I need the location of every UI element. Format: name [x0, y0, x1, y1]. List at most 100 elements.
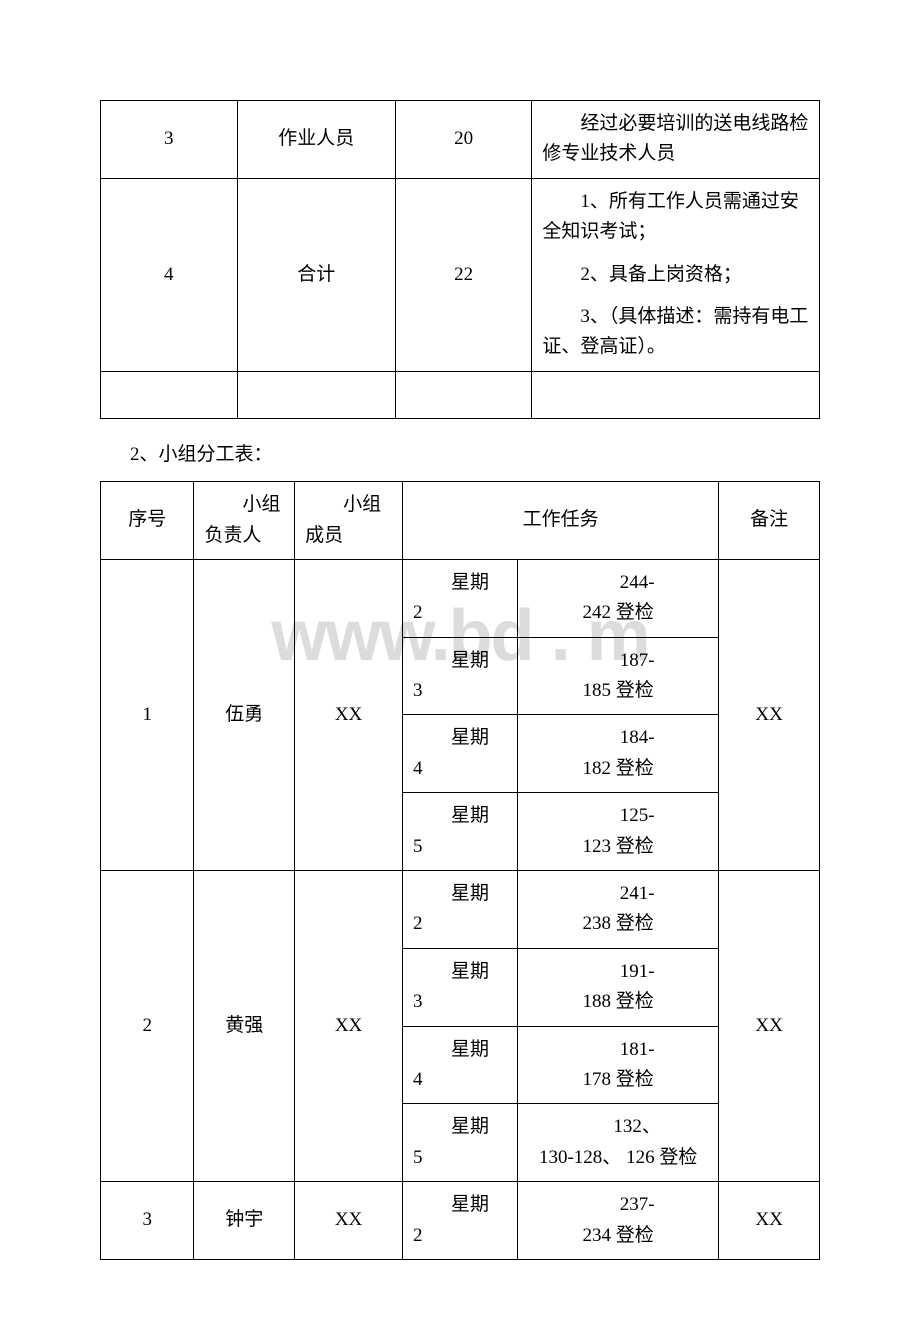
- cell-text: 4: [413, 758, 423, 779]
- cell-text: 3: [413, 991, 423, 1012]
- cell-text: 244-: [528, 568, 708, 598]
- header-member: 小组 成员: [295, 482, 403, 560]
- table-row: 4 合计 22 1、所有工作人员需通过安全知识考试； 2、具备上岗资格； 3、（…: [101, 178, 820, 371]
- note-para: 1、所有工作人员需通过安全知识考试；: [542, 187, 809, 248]
- cell-text: 178 登检: [583, 1069, 654, 1090]
- cell-empty: [237, 371, 395, 418]
- cell-note: 经过必要培训的送电线路检修专业技术人员: [532, 101, 820, 179]
- cell-text: 5: [413, 1147, 423, 1168]
- cell-day: 星期 5: [402, 793, 517, 871]
- cell-detail: 237- 234 登检: [518, 1182, 719, 1260]
- cell-text: 星期: [413, 1190, 507, 1220]
- cell-detail: 181- 178 登检: [518, 1026, 719, 1104]
- cell-text: 182 登检: [583, 758, 654, 779]
- cell-text: 星期: [413, 879, 507, 909]
- cell-text: 星期: [413, 568, 507, 598]
- cell-member: XX: [295, 559, 403, 870]
- cell-leader: 黄强: [194, 871, 295, 1182]
- cell-detail: 132、 130-128、 126 登检: [518, 1104, 719, 1182]
- cell-note: XX: [719, 871, 820, 1182]
- cell-member: XX: [295, 871, 403, 1182]
- table-header-row: 序号 小组 负责人 小组 成员 工作任务 备注: [101, 482, 820, 560]
- cell-text: 星期: [413, 957, 507, 987]
- cell-day: 星期 2: [402, 1182, 517, 1260]
- cell-detail: 241- 238 登检: [518, 871, 719, 949]
- cell-empty: [395, 371, 532, 418]
- cell-day: 星期 4: [402, 715, 517, 793]
- cell-text: 125-: [528, 801, 708, 831]
- cell-text: 241-: [528, 879, 708, 909]
- cell-text: 132、: [528, 1112, 708, 1142]
- cell-text: 191-: [528, 957, 708, 987]
- cell-text: 187-: [528, 646, 708, 676]
- cell-count: 20: [395, 101, 532, 179]
- header-text: 成员: [305, 525, 343, 546]
- table-row-empty: [101, 371, 820, 418]
- table-row: 2 黄强 XX 星期 2 241- 238 登检 XX: [101, 871, 820, 949]
- cell-note: 1、所有工作人员需通过安全知识考试； 2、具备上岗资格； 3、（具体描述：需持有…: [532, 178, 820, 371]
- table-row: 3 钟宇 XX 星期 2 237- 234 登检 XX: [101, 1182, 820, 1260]
- cell-role: 作业人员: [237, 101, 395, 179]
- cell-seq: 2: [101, 871, 194, 1182]
- note-para: 3、（具体描述：需持有电工证、登高证）。: [542, 302, 809, 363]
- cell-seq: 3: [101, 1182, 194, 1260]
- section-title: 2、小组分工表：: [130, 439, 820, 466]
- cell-detail: 191- 188 登检: [518, 948, 719, 1026]
- cell-text: 2: [413, 1225, 423, 1246]
- cell-text: 5: [413, 836, 423, 857]
- cell-role: 合计: [237, 178, 395, 371]
- cell-text: 星期: [413, 646, 507, 676]
- note-para: 2、具备上岗资格；: [542, 260, 809, 290]
- cell-detail: 125- 123 登检: [518, 793, 719, 871]
- header-seq: 序号: [101, 482, 194, 560]
- cell-leader: 伍勇: [194, 559, 295, 870]
- cell-text: 242 登检: [583, 602, 654, 623]
- cell-note: XX: [719, 559, 820, 870]
- cell-member: XX: [295, 1182, 403, 1260]
- cell-detail: 244- 242 登检: [518, 559, 719, 637]
- header-text: 负责人: [204, 525, 261, 546]
- cell-detail: 187- 185 登检: [518, 637, 719, 715]
- cell-empty: [101, 371, 238, 418]
- personnel-table: 3 作业人员 20 经过必要培训的送电线路检修专业技术人员 4 合计 22 1、…: [100, 100, 820, 419]
- cell-text: 237-: [528, 1190, 708, 1220]
- cell-day: 星期 4: [402, 1026, 517, 1104]
- cell-text: 星期: [413, 723, 507, 753]
- header-text: 小组: [204, 490, 284, 520]
- header-note: 备注: [719, 482, 820, 560]
- cell-seq: 3: [101, 101, 238, 179]
- cell-text: 4: [413, 1069, 423, 1090]
- cell-seq: 4: [101, 178, 238, 371]
- cell-text: 123 登检: [583, 836, 654, 857]
- cell-text: 188 登检: [583, 991, 654, 1012]
- cell-seq: 1: [101, 559, 194, 870]
- cell-day: 星期 2: [402, 871, 517, 949]
- cell-text: 234 登检: [583, 1225, 654, 1246]
- header-leader: 小组 负责人: [194, 482, 295, 560]
- cell-text: 2: [413, 602, 423, 623]
- cell-detail: 184- 182 登检: [518, 715, 719, 793]
- cell-text: 185 登检: [583, 680, 654, 701]
- cell-text: 130-128、: [539, 1147, 621, 1168]
- cell-day: 星期 5: [402, 1104, 517, 1182]
- cell-day: 星期 3: [402, 948, 517, 1026]
- cell-text: 238 登检: [583, 913, 654, 934]
- cell-day: 星期 2: [402, 559, 517, 637]
- cell-text: 181-: [528, 1035, 708, 1065]
- cell-text: 星期: [413, 1035, 507, 1065]
- cell-text: 2: [413, 913, 423, 934]
- cell-note: XX: [719, 1182, 820, 1260]
- table-row: 1 伍勇 XX 星期 2 244- 242 登检 XX: [101, 559, 820, 637]
- cell-leader: 钟宇: [194, 1182, 295, 1260]
- group-assignment-table: 序号 小组 负责人 小组 成员 工作任务 备注 1 伍勇 XX 星期 2 244…: [100, 481, 820, 1260]
- cell-text: 184-: [528, 723, 708, 753]
- cell-text: 星期: [413, 801, 507, 831]
- cell-text: 3: [413, 680, 423, 701]
- header-text: 小组: [305, 490, 392, 520]
- cell-empty: [532, 371, 820, 418]
- table-row: 3 作业人员 20 经过必要培训的送电线路检修专业技术人员: [101, 101, 820, 179]
- cell-text: 126 登检: [626, 1147, 697, 1168]
- cell-day: 星期 3: [402, 637, 517, 715]
- cell-count: 22: [395, 178, 532, 371]
- header-task: 工作任务: [402, 482, 718, 560]
